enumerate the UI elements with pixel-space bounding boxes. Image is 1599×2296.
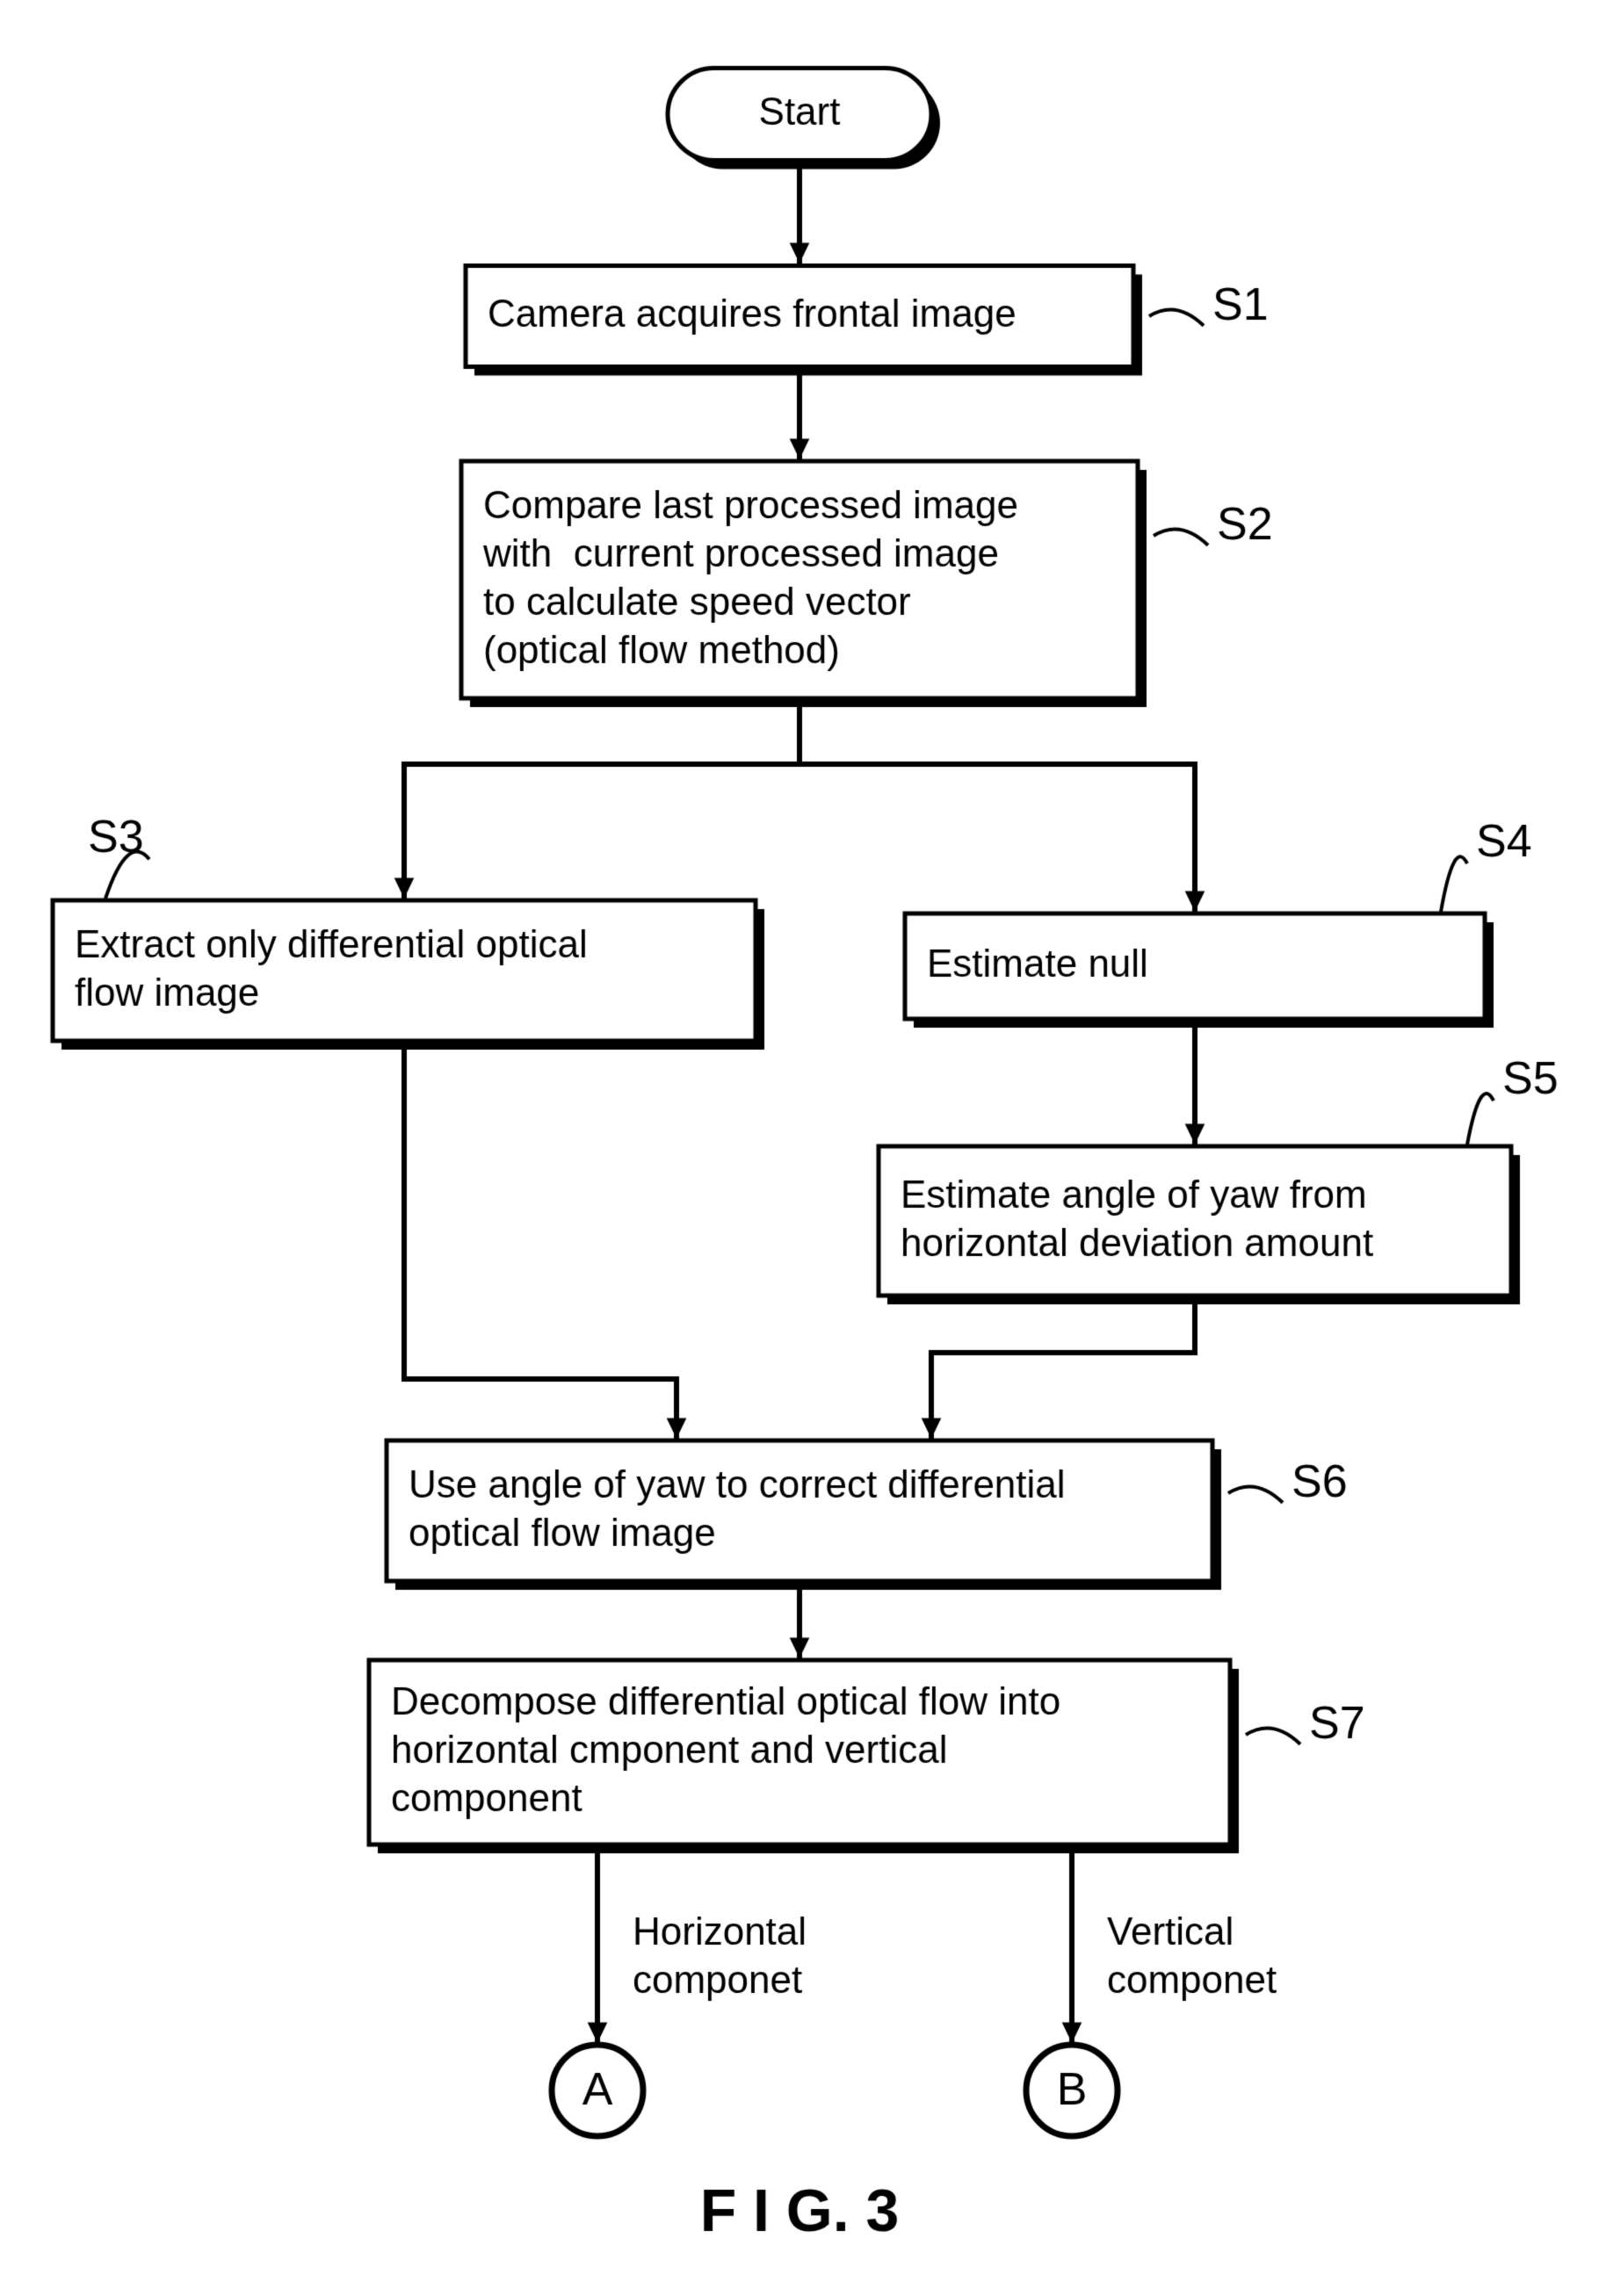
flowchart-canvas — [0, 0, 1599, 2296]
